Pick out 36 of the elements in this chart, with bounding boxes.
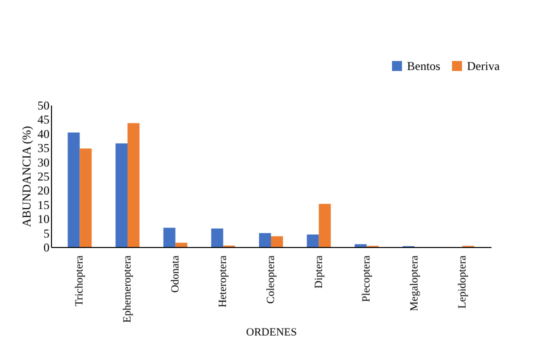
bar — [163, 228, 176, 247]
y-tick-label: 20 — [38, 184, 50, 198]
y-tick-label: 25 — [38, 170, 50, 184]
bar — [318, 204, 331, 247]
bar — [270, 236, 283, 247]
bar — [211, 228, 224, 247]
y-axis-title: ABUNDANCIA (%) — [20, 126, 34, 227]
y-tick-label: 10 — [38, 212, 50, 226]
x-tick-label: Coleoptera — [265, 255, 277, 304]
y-tick-label: 30 — [38, 155, 50, 170]
bar — [259, 233, 272, 247]
y-tick-label: 40 — [38, 126, 50, 141]
x-tick-label: Lepidoptera — [456, 255, 468, 309]
bar — [80, 148, 92, 247]
bar — [68, 132, 80, 247]
bar — [306, 234, 319, 247]
x-tick-label: Heteroptera — [217, 255, 230, 308]
legend-label: Deriva — [467, 59, 500, 73]
bar — [128, 123, 140, 247]
x-tick-label: Odonata — [169, 255, 182, 293]
x-tick-label: Megaloptera — [408, 255, 420, 312]
y-tick-label: 0 — [44, 240, 50, 254]
x-tick-label: Ephemeroptera — [122, 255, 134, 323]
y-tick-label: 50 — [38, 98, 50, 112]
x-tick-label: Diptera — [312, 255, 325, 288]
y-tick-label: 5 — [44, 226, 50, 240]
bar — [175, 242, 188, 247]
x-tick-label: Plecoptera — [360, 255, 373, 302]
y-tick-label: 15 — [38, 198, 50, 212]
x-tick-label: Trichoptera — [74, 255, 86, 306]
y-tick-label: 45 — [38, 112, 50, 127]
x-axis-title: ORDENES — [246, 326, 297, 339]
bar — [116, 143, 128, 247]
y-tick-label: 35 — [38, 141, 50, 156]
bar — [354, 244, 367, 247]
legend-label: Bentos — [407, 59, 441, 73]
